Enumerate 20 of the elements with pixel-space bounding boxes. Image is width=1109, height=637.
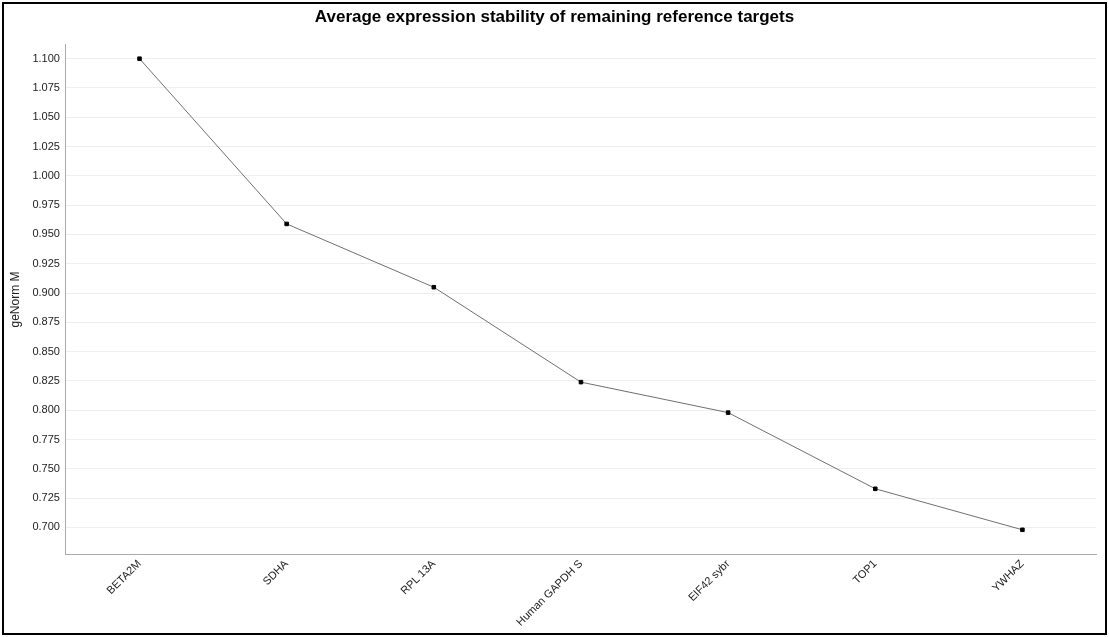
- y-tick-label: 1.025: [32, 139, 60, 152]
- y-tick-label: 0.700: [32, 520, 60, 533]
- y-tick-label: 0.775: [32, 432, 60, 445]
- y-tick-label: 1.000: [32, 168, 60, 181]
- y-tick-label: 0.875: [32, 315, 60, 328]
- y-axis-title: geNorm M: [7, 271, 22, 328]
- y-tick-label: 0.900: [32, 286, 60, 299]
- y-tick-label: 1.050: [32, 110, 60, 123]
- y-tick-label: 0.750: [32, 461, 60, 474]
- x-tick-label: RPL 13A: [398, 556, 438, 597]
- y-tick-label: 1.075: [32, 81, 60, 93]
- y-tick-label: 0.825: [32, 374, 60, 386]
- y-tick-label: 0.725: [32, 491, 60, 504]
- y-tick-label: 0.800: [32, 403, 60, 416]
- y-tick-label: 0.975: [32, 198, 60, 211]
- chart-title: Average expression stability of remaining reference targets: [313, 7, 796, 27]
- y-tick-label: 1.100: [32, 51, 60, 64]
- y-tick-label: 0.950: [32, 227, 60, 240]
- y-tick-label: 0.925: [32, 256, 60, 269]
- y-tick-label: 0.850: [32, 344, 60, 357]
